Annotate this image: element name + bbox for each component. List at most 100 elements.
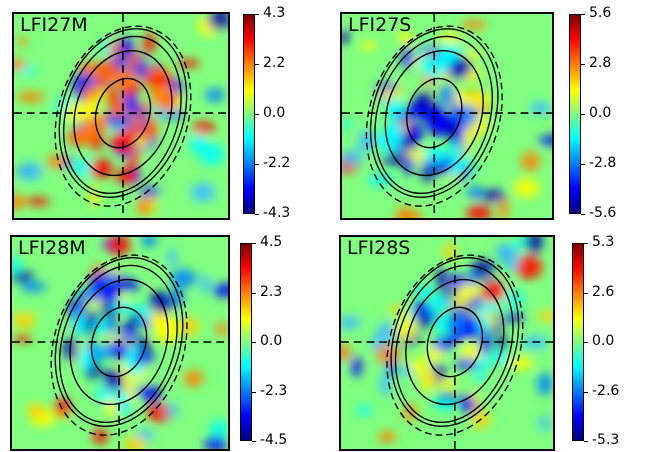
heatmap-blob: [467, 185, 484, 200]
heatmap-blob: [177, 59, 200, 68]
heatmap-blob: [342, 120, 352, 129]
heatmap-blob: [413, 284, 434, 298]
colorbar-tick-mark: [581, 164, 585, 165]
colorbar-tick-label: -4.3: [263, 205, 291, 221]
beam-contour: [390, 257, 520, 427]
heatmap-blob: [115, 168, 137, 185]
colorbar-tick-mark: [584, 342, 588, 343]
heatmap-blob: [433, 337, 446, 349]
colorbar-tick-label: -2.2: [263, 155, 291, 171]
heatmap-blob: [416, 311, 432, 329]
heatmap-blob: [64, 101, 88, 124]
heatmap-panel-lfi27s: LFI27S: [340, 12, 554, 220]
colorbar-tick-label: -2.8: [589, 155, 617, 171]
heatmap-blob: [12, 256, 21, 275]
heatmap-blob: [529, 101, 552, 116]
heatmap-blob: [204, 88, 226, 102]
heatmap-image: [341, 237, 553, 449]
heatmap-blob: [458, 281, 479, 301]
colorbar-tick-label: 4.3: [263, 5, 286, 21]
heatmap-blob: [536, 310, 553, 322]
colorbar-tick-mark: [584, 441, 588, 442]
heatmap-blob: [192, 121, 216, 135]
heatmap-blob: [106, 83, 117, 107]
heatmap-blob: [126, 361, 145, 375]
colorbar-tick-mark: [252, 391, 256, 393]
heatmap-panel-lfi28m: LFI28M: [10, 235, 230, 451]
heatmap-blob: [96, 382, 108, 405]
heatmap-blob: [503, 250, 519, 272]
heatmap-blob: [20, 281, 47, 292]
colorbar-tick-mark: [581, 64, 585, 65]
heatmap-blob: [439, 84, 456, 107]
heatmap-blob: [538, 415, 551, 432]
colorbar: [243, 14, 255, 214]
colorbar-tick-label: 2.2: [263, 55, 286, 71]
heatmap-image: [14, 14, 228, 218]
colorbar-tick-mark: [252, 243, 256, 244]
heatmap-panel-lfi28s: LFI28S: [339, 235, 555, 451]
colorbar-tick-mark: [584, 243, 588, 244]
heatmap-blob: [12, 312, 37, 329]
heatmap-blob: [465, 204, 493, 218]
heatmap-blob: [471, 119, 489, 135]
colorbar-tick-label: 5.3: [592, 234, 615, 250]
heatmap-blob: [435, 314, 451, 335]
beam-contour: [54, 257, 184, 427]
heatmap-blob: [127, 313, 140, 329]
heatmap-image: [12, 237, 228, 449]
heatmap-blob: [450, 296, 468, 308]
colorbar-tick-label: 2.3: [260, 283, 283, 300]
heatmap-blob: [418, 56, 440, 76]
heatmap-blob: [75, 310, 87, 335]
heatmap-blob: [399, 30, 413, 48]
colorbar-tick-mark: [252, 441, 256, 442]
beam-contour: [426, 306, 484, 378]
colorbar-tick-label: 0.0: [589, 105, 612, 121]
heatmap-blob: [209, 420, 228, 437]
heatmap-blob: [403, 209, 422, 218]
beam-contour: [58, 264, 178, 424]
colorbar-tick-label: -4.5: [260, 432, 288, 448]
heatmap-blob: [54, 397, 72, 417]
panel-title: LFI28S: [347, 237, 411, 259]
heatmap-blob: [538, 134, 552, 146]
colorbar: [240, 243, 252, 441]
colorbar-tick-label: -5.6: [589, 205, 617, 221]
colorbar-tick-mark: [255, 164, 259, 165]
beam-contour: [69, 278, 169, 406]
heatmap-blob: [504, 312, 525, 322]
colorbar: [569, 14, 581, 214]
heatmap-blob: [207, 14, 228, 31]
colorbar-tick-label: 4.5: [260, 234, 283, 250]
heatmap-blob: [356, 405, 373, 416]
colorbar: [572, 243, 584, 441]
beam-contour: [405, 278, 505, 406]
heatmap-blob: [442, 243, 457, 259]
colorbar-tick-mark: [252, 292, 256, 294]
heatmap-blob: [481, 279, 505, 303]
beam-contour-dashed: [365, 25, 503, 207]
heatmap-blob: [376, 321, 396, 344]
heatmap-blob: [14, 58, 27, 71]
heatmap-blob: [513, 178, 541, 198]
heatmap-blob: [204, 435, 228, 449]
heatmap-blob: [128, 114, 144, 128]
heatmap-blob: [504, 289, 524, 309]
heatmap-panel-lfi27m: LFI27M: [12, 12, 230, 220]
heatmap-blob: [119, 36, 134, 58]
heatmap-blob: [166, 402, 178, 419]
heatmap-blob: [73, 158, 96, 177]
heatmap-blob: [183, 369, 204, 388]
heatmap-blob: [92, 319, 110, 333]
heatmap-blob: [379, 372, 392, 397]
heatmap-blob: [439, 32, 462, 45]
heatmap-blob: [492, 349, 509, 366]
heatmap-blob: [409, 122, 424, 142]
heatmap-blob: [341, 315, 362, 330]
heatmap-blob: [124, 435, 146, 449]
heatmap-blob: [465, 274, 479, 286]
colorbar-tick-mark: [252, 342, 256, 343]
heatmap-blob: [463, 125, 474, 150]
heatmap-blob: [13, 334, 32, 343]
